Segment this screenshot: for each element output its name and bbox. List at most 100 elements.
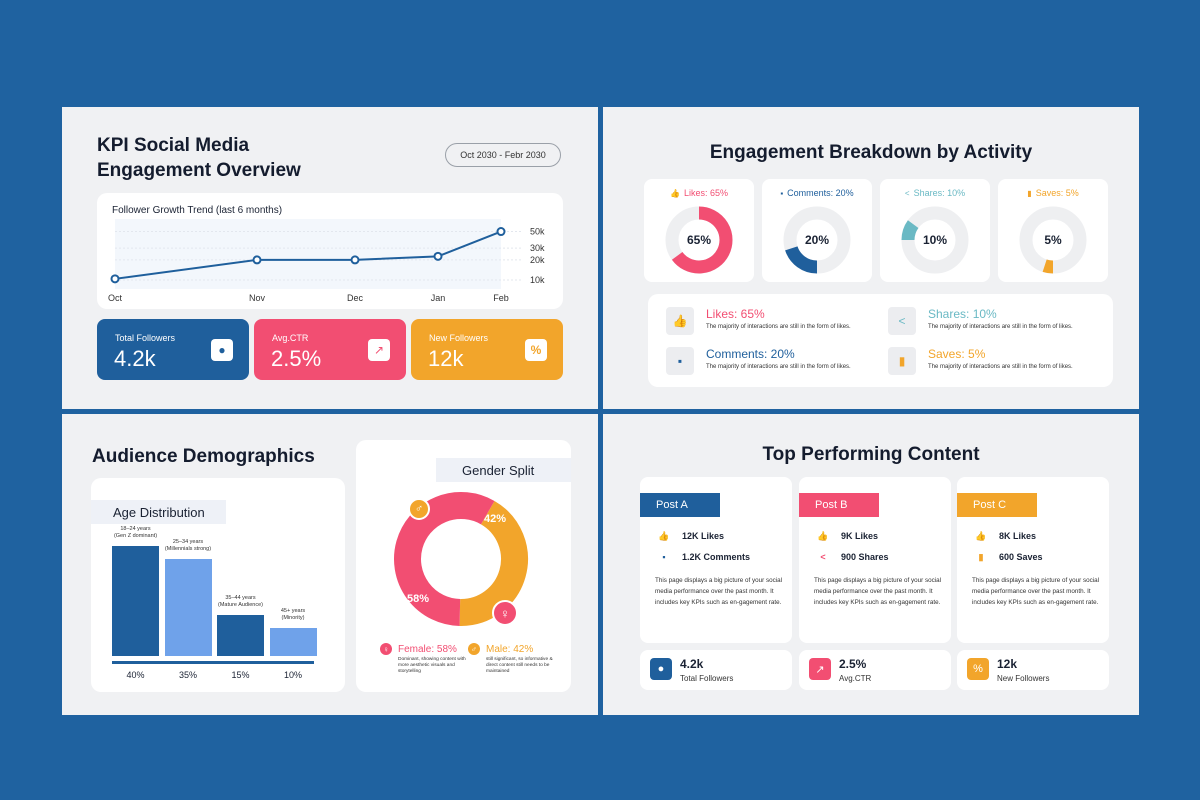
legend-desc: The majority of interactions are still i… — [706, 364, 851, 370]
ctr-icon: ↗ — [368, 339, 390, 361]
donut-slice — [1042, 259, 1054, 274]
donut-card: 👍 Likes: 65% 65% — [644, 179, 754, 282]
donut-chart: 20% — [783, 206, 851, 274]
post-likes: 👍 8K Likes — [975, 530, 1036, 542]
age-bar-label: 25–34 years (Millennials strong) — [164, 539, 212, 553]
donut-label-text: Shares: 10% — [913, 188, 966, 198]
x-tick-label: Oct — [108, 293, 123, 303]
age-bar-label: 18–24 years (Gen Z dominant) — [113, 525, 158, 539]
legend-desc: The majority of interactions are still i… — [928, 324, 1073, 330]
donut-label-text: Comments: 20% — [787, 188, 854, 198]
gender-donut-chart: 42% 58% — [394, 492, 528, 626]
stat-label: Total Followers — [115, 333, 176, 343]
post-card[interactable]: Post B 👍 9K Likes <900 Shares This page disp… — [799, 477, 951, 643]
male-label: Male: 42% — [486, 643, 534, 655]
legend-title: Comments: 20% — [706, 347, 795, 361]
female-slice — [394, 492, 495, 626]
age-pct: 15% — [231, 670, 250, 680]
thumbs-up-icon: 👍 — [817, 530, 829, 541]
x-tick-label: Dec — [347, 293, 364, 303]
kpi-title: KPI Social Media Engagement Overview — [97, 135, 301, 181]
data-point — [496, 227, 506, 237]
mini-label: Avg.CTR — [839, 674, 872, 683]
mini-label: Total Followers — [680, 674, 734, 683]
donut-value: 5% — [1044, 233, 1062, 247]
bookmark-icon: ▮ — [1027, 189, 1032, 198]
x-tick-label: Nov — [249, 293, 266, 303]
post-card[interactable]: Post A 👍 12K Likes ▪ 1.2K Comments This page … — [640, 477, 792, 643]
post-header: Post B — [799, 493, 879, 517]
donut-label: ▪ Comments: 20% — [762, 188, 872, 198]
mini-stat: % 12k New Followers — [957, 650, 1109, 690]
age-pct: 35% — [178, 670, 197, 680]
top-performing-panel: Top Performing Content Post A 👍 12K Likes ▪… — [603, 414, 1139, 715]
y-tick-label: 10k — [530, 275, 545, 285]
age-distribution-card: Age Distribution 18–24 years (Gen Z domi… — [91, 478, 345, 692]
thumbs-up-icon: 👍 — [670, 189, 680, 198]
post-secondary: ▮ 600 Saves — [975, 551, 1043, 563]
legend-title: Shares: 10% — [928, 307, 997, 321]
donut-card: ▮ Saves: 5% 5% — [998, 179, 1108, 282]
date-range-pill[interactable]: Oct 2030 - Febr 2030 — [445, 143, 561, 167]
gender-split-card: Gender Split 42% 58% ♂ ♀ ♀ Female: 58% Dom… — [356, 440, 571, 692]
female-icon: ♀ — [492, 600, 518, 626]
y-tick-label: 20k — [530, 255, 545, 265]
stat-new-followers: New Followers 12k % — [411, 319, 563, 380]
female-label: Female: 58% — [398, 643, 457, 655]
age-pct: 10% — [283, 670, 302, 680]
follower-growth-card: Follower Growth Trend (last 6 months) 50… — [97, 193, 563, 309]
post-card[interactable]: Post C 👍 8K Likes ▮ 600 Saves This page displ… — [957, 477, 1109, 643]
followers-icon: ● — [650, 658, 672, 680]
post-header: Post C — [957, 493, 1037, 517]
male-dot-icon: ♂ — [468, 643, 480, 655]
stat-value: 2.5% — [271, 346, 322, 371]
post-likes: 👍 9K Likes — [817, 530, 878, 542]
y-tick-label: 50k — [530, 227, 545, 237]
donut-value: 10% — [923, 233, 947, 247]
age-bar — [217, 614, 264, 656]
breakdown-legend-card: 👍 Likes: 65% The majority of interactions … — [648, 294, 1113, 387]
thumbs-up-icon: 👍 — [658, 530, 670, 541]
percent-icon: % — [967, 658, 989, 680]
gender-split-title: Gender Split — [436, 458, 571, 482]
legend-shares: < Shares: 10% The majority of interactions… — [888, 305, 1103, 341]
donut-slice — [671, 206, 733, 274]
legend-desc: The majority of interactions are still i… — [706, 324, 851, 330]
mini-label: New Followers — [997, 674, 1050, 683]
donut-label: ▮ Saves: 5% — [998, 188, 1108, 198]
top-content-title: Top Performing Content — [762, 444, 980, 465]
legend-title: Saves: 5% — [928, 347, 986, 361]
post-header: Post A — [640, 493, 720, 517]
age-bar — [269, 628, 317, 656]
share-icon: < — [888, 307, 916, 335]
post-secondary: ▪ 1.2K Comments — [658, 551, 750, 563]
follower-growth-chart: 50k 30k 20k 10k Oct Nov Dec Jan Feb — [108, 219, 545, 303]
donut-label: 👍 Likes: 65% — [644, 188, 754, 198]
percent-icon: % — [525, 339, 547, 361]
stat-total-followers: Total Followers 4.2k ● — [97, 319, 249, 380]
mini-stat: ↗ 2.5% Avg.CTR — [799, 650, 951, 690]
age-distribution-title: Age Distribution — [91, 500, 226, 524]
stat-value: 12k — [428, 346, 464, 371]
post-likes-text: 8K Likes — [999, 531, 1037, 541]
mini-value: 4.2k — [680, 657, 704, 671]
female-desc: Dominant, showing content with more aest… — [398, 657, 466, 674]
demographics-title: Audience Demographics — [92, 446, 315, 467]
post-desc: This page displays a big picture of your… — [972, 577, 1100, 606]
donut-label: < Shares: 10% — [880, 188, 990, 198]
female-pct: 58% — [407, 593, 429, 605]
post-secondary-text: 900 Shares — [841, 552, 889, 562]
male-slice — [459, 500, 528, 626]
donut-label-text: Saves: 5% — [1035, 188, 1079, 198]
stat-label: Avg.CTR — [272, 333, 309, 343]
donut-chart: 65% — [665, 206, 733, 274]
age-pct: 40% — [126, 670, 145, 680]
engagement-breakdown-panel: Engagement Breakdown by Activity 👍 Likes:… — [603, 107, 1139, 409]
post-likes-text: 12K Likes — [682, 531, 725, 541]
comment-icon: ▪ — [662, 552, 666, 562]
y-tick-label: 30k — [530, 243, 545, 253]
donut-card: ▪ Comments: 20% 20% — [762, 179, 872, 282]
mini-value: 12k — [997, 657, 1018, 671]
male-pct: 42% — [484, 513, 506, 525]
comment-icon: ▪ — [780, 189, 784, 198]
